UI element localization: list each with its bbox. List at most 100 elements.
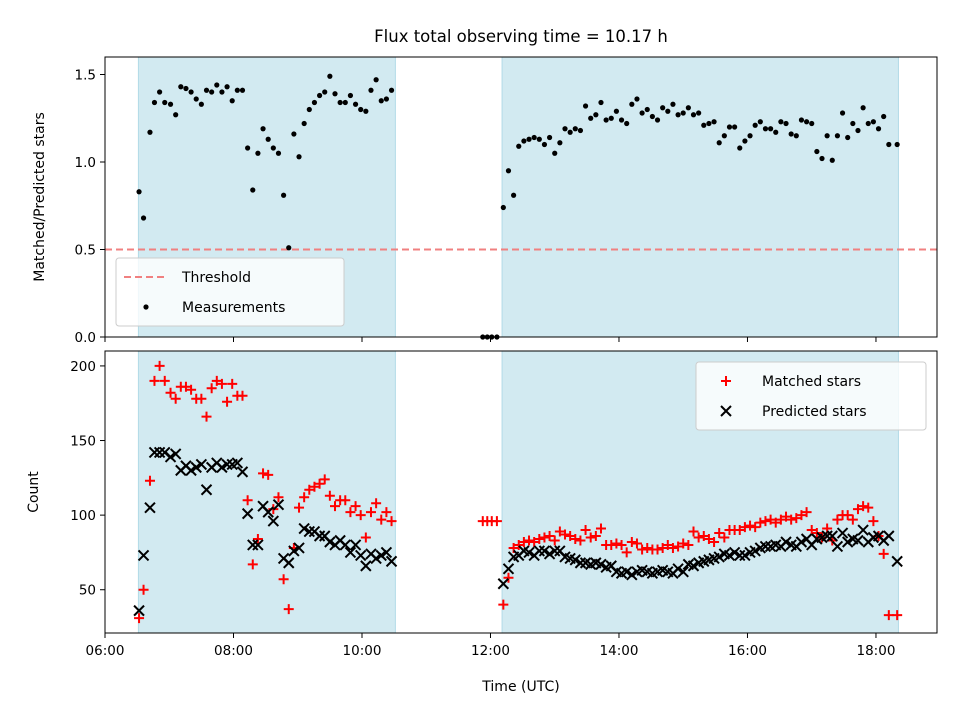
measurement-point <box>347 92 354 99</box>
measurement-point <box>260 126 266 132</box>
predicted-point <box>672 563 684 575</box>
measurement-point <box>183 85 189 92</box>
measurement-point <box>603 117 609 123</box>
matched-point <box>616 539 627 550</box>
predicted-point <box>133 604 145 617</box>
measurement-point <box>526 136 532 142</box>
measurement-point <box>577 127 584 134</box>
matched-point <box>273 492 284 503</box>
measurement-point <box>209 89 215 95</box>
measurement-point <box>270 145 276 151</box>
predicted-point <box>190 461 202 474</box>
predicted-point <box>723 549 736 562</box>
predicted-point <box>185 464 197 477</box>
measurement-point <box>690 112 697 118</box>
matched-point <box>376 514 387 525</box>
matched-point <box>693 532 704 543</box>
predicted-point <box>831 540 844 553</box>
matched-point <box>309 481 320 492</box>
predicted-point <box>836 527 849 539</box>
x-tick-label: 08:00 <box>214 643 253 659</box>
measurement-point <box>140 215 147 221</box>
matched-point <box>755 517 766 528</box>
matched-point <box>688 526 699 537</box>
legend-label: Threshold <box>181 270 251 286</box>
measurement-point <box>809 120 815 127</box>
matched-point <box>590 531 601 542</box>
measurement-point <box>541 141 548 148</box>
predicted-point <box>687 560 700 572</box>
measurement-point <box>588 115 594 121</box>
measurement-point <box>839 110 846 116</box>
matched-point <box>330 501 341 512</box>
x-tick-label: 18:00 <box>857 643 896 659</box>
measurement-point <box>219 89 225 95</box>
axes-frame <box>104 56 938 338</box>
matched-point <box>703 534 714 544</box>
measurement-point <box>886 141 892 148</box>
matched-point <box>513 539 524 550</box>
axes-frame <box>104 350 938 634</box>
predicted-point <box>252 539 264 551</box>
measurement-point <box>198 101 204 107</box>
measurement-point <box>752 122 758 128</box>
measurement-point <box>819 155 825 162</box>
matched-point <box>304 484 315 495</box>
matched-point <box>786 514 797 525</box>
measurement-point <box>322 89 328 95</box>
measurement-point <box>214 82 220 88</box>
predicted-point <box>262 506 274 518</box>
matched-point <box>698 531 709 542</box>
measurement-point <box>229 98 235 104</box>
measurement-point <box>245 145 251 151</box>
predicted-point <box>267 515 280 527</box>
matched-point <box>745 520 756 531</box>
x-tick-label: 12:00 <box>471 643 510 659</box>
measurement-point <box>850 120 856 127</box>
count-y-axis-label: Count <box>26 471 42 513</box>
predicted-point <box>891 555 903 568</box>
matched-point <box>360 532 371 543</box>
matched-point <box>263 469 274 480</box>
matched-point <box>154 360 165 371</box>
predicted-point <box>620 566 633 578</box>
matched-point <box>529 536 540 547</box>
matched-point <box>283 604 294 615</box>
measurement-point <box>680 110 686 116</box>
measurement-point <box>552 150 558 156</box>
predicted-point <box>241 507 254 520</box>
measurement-point <box>505 168 512 174</box>
measurement-point <box>188 89 194 95</box>
series-matched-stars <box>134 360 903 624</box>
predicted-point <box>137 549 150 562</box>
measurement-point <box>167 101 174 107</box>
measurement-point <box>845 134 851 141</box>
measurement-point <box>572 126 578 132</box>
measurement-point <box>726 124 733 130</box>
predicted-point <box>543 548 556 560</box>
matched-point <box>242 495 253 506</box>
matched-point <box>196 393 207 404</box>
matched-point <box>575 535 586 546</box>
measurement-point <box>865 120 871 127</box>
measurement-point <box>824 133 830 139</box>
matched-point <box>652 544 663 555</box>
ratio-panel: 0.0 0.5 1.0 1.5 Threshold Measurements <box>75 56 938 346</box>
predicted-point <box>841 536 854 548</box>
measurement-point <box>798 117 805 123</box>
matched-point <box>595 523 606 534</box>
measurement-point <box>788 131 794 137</box>
matched-point <box>642 542 653 553</box>
legend-box <box>695 361 927 431</box>
measurement-point <box>281 192 287 198</box>
predicted-point <box>595 558 607 571</box>
measurement-point <box>296 154 302 160</box>
measurement-point <box>239 87 246 93</box>
measurement-point <box>803 119 810 125</box>
predicted-point <box>626 569 638 581</box>
matched-point <box>554 526 565 537</box>
predicted-point <box>313 530 326 542</box>
predicted-point <box>780 536 792 548</box>
matched-point <box>237 390 248 401</box>
